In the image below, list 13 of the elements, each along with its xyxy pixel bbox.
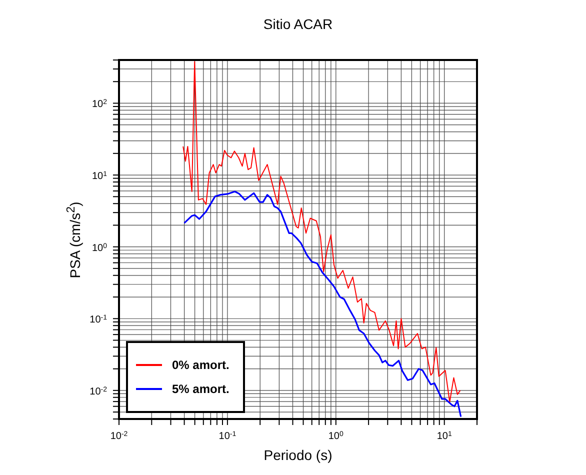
x-tick-label: 10$^{1}$ <box>436 430 452 442</box>
y-tick-label: 10$^{-2}$ <box>90 386 108 398</box>
x-tick-label: 10$^{-1}$ <box>218 430 236 442</box>
y-tick-label: 10$^{0}$ <box>92 242 108 254</box>
y-tick-label: 10$^{2}$ <box>92 98 108 110</box>
x-tick-label: 10$^{-2}$ <box>110 430 128 442</box>
legend-label: 5% amort. <box>172 382 230 396</box>
x-axis-title: Periodo (s) <box>264 447 332 463</box>
legend-label: 0% amort. <box>172 358 230 372</box>
y-tick-label: 10$^{1}$ <box>92 170 108 182</box>
x-tick-label: 10$^{0}$ <box>328 430 344 442</box>
chart-title: Sitio ACAR <box>263 16 333 32</box>
y-tick-label: 10$^{-1}$ <box>90 314 108 326</box>
